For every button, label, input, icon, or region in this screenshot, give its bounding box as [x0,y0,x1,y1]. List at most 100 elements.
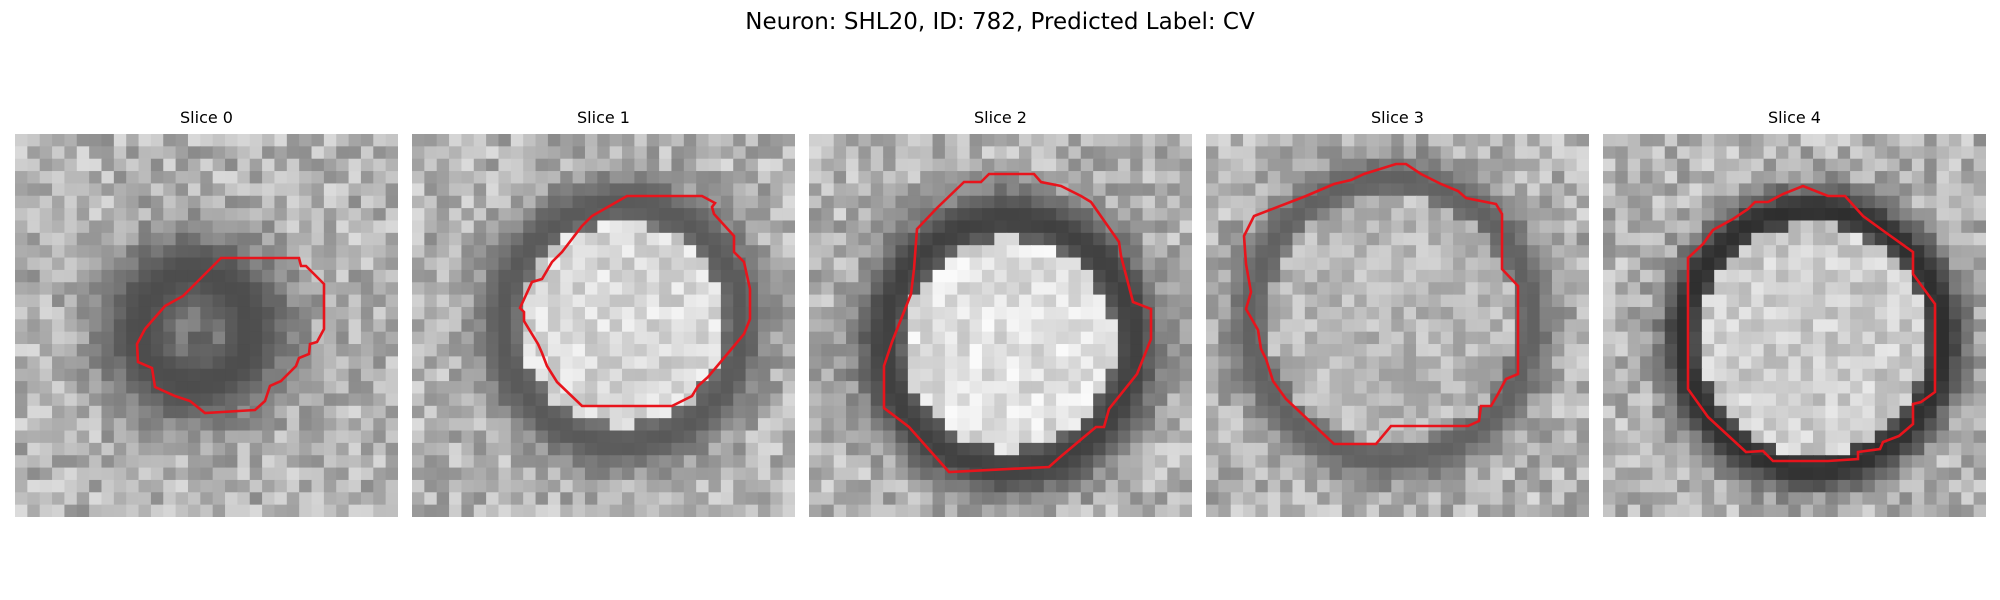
image-pixel [634,257,648,271]
image-pixel [101,479,115,493]
image-pixel [126,418,140,432]
image-pixel [163,245,177,259]
image-pixel [510,269,524,283]
image-pixel [683,430,697,444]
image-pixel [1527,306,1541,320]
image-pixel [89,381,103,395]
image-pixel [1403,393,1417,407]
image-pixel [1502,245,1516,259]
image-pixel [163,344,177,357]
image-pixel [1105,319,1119,333]
image-pixel [733,319,747,333]
image-pixel [286,455,300,469]
image-pixel [373,492,387,506]
image-pixel [1117,294,1131,308]
image-pixel [286,418,300,432]
image-pixel [1887,356,1901,370]
image-pixel [27,479,41,493]
image-pixel [1502,381,1516,395]
image-pixel [1080,331,1094,345]
image-pixel [1317,171,1331,185]
image-pixel [1502,356,1516,370]
image-pixel [1800,430,1814,444]
image-pixel [299,195,313,209]
image-pixel [1366,220,1380,234]
image-pixel [1775,368,1789,382]
image-pixel [424,405,438,419]
image-pixel [1664,405,1678,419]
image-pixel [225,257,238,271]
image-pixel [846,282,860,296]
image-pixel [1502,282,1516,296]
image-pixel [1615,467,1629,481]
image-pixel [671,232,685,246]
image-pixel [126,455,140,469]
image-pixel [52,282,66,296]
image-pixel [597,393,611,407]
image-pixel [212,294,226,308]
image-pixel [1280,381,1294,395]
image-pixel [1615,269,1629,283]
image-pixel [323,208,337,222]
image-pixel [1751,294,1765,308]
image-pixel [225,418,238,432]
image-pixel [1751,356,1765,370]
image-pixel [1576,418,1589,432]
image-pixel [708,306,722,320]
image-pixel [907,393,921,407]
image-pixel [175,208,189,222]
image-pixel [584,220,598,234]
image-pixel [1763,405,1777,419]
image-pixel [1230,467,1244,481]
image-pixel [609,492,623,506]
image-pixel [336,381,350,395]
image-pixel [498,331,512,345]
image-pixel [1218,269,1232,283]
image-pixel [1341,257,1355,271]
image-pixel [659,356,673,370]
image-pixel [1105,455,1119,469]
image-pixel [1973,430,1986,444]
slice-panel-2: Slice 2 [809,108,1192,517]
image-pixel [1627,442,1641,456]
image-pixel [64,405,78,419]
image-pixel [584,381,598,395]
image-pixel [1366,257,1380,271]
image-pixel [76,245,90,259]
image-pixel [1218,344,1232,357]
image-pixel [1899,492,1913,506]
image-pixel [1403,171,1417,185]
image-pixel [126,319,140,333]
image-pixel [634,232,648,246]
image-pixel [646,195,660,209]
image-pixel [1117,405,1131,419]
image-pixel [1850,319,1864,333]
image-pixel [957,344,971,357]
image-pixel [1206,442,1219,456]
image-pixel [858,294,872,308]
image-pixel [1280,467,1294,481]
image-pixel [1899,220,1913,234]
image-pixel [1304,257,1318,271]
image-pixel [1763,430,1777,444]
image-pixel [782,418,795,432]
image-pixel [1813,331,1826,345]
image-pixel [1874,245,1888,259]
image-pixel [52,467,66,481]
image-pixel [486,282,500,296]
image-pixel [1899,405,1913,419]
image-pixel [1093,146,1107,160]
image-pixel [1167,479,1181,493]
image-pixel [274,442,288,456]
image-pixel [809,405,822,419]
image-pixel [1850,257,1864,271]
image-pixel [498,306,512,320]
image-pixel [373,442,387,456]
image-pixel [1056,146,1070,160]
image-pixel [1354,479,1368,493]
image-pixel [1403,504,1417,517]
image-pixel [757,455,771,469]
image-pixel [249,146,263,160]
image-pixel [1502,158,1516,172]
image-pixel [1403,257,1417,271]
